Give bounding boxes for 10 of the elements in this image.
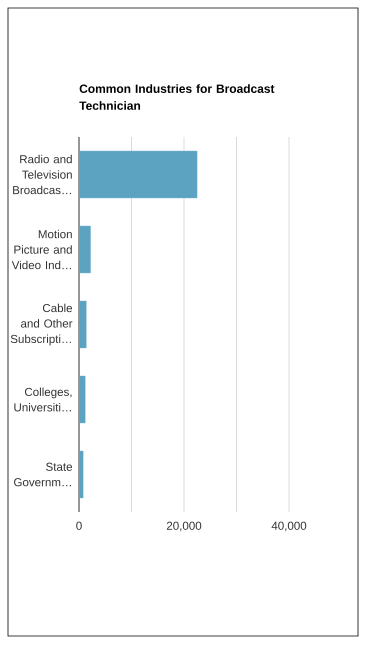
y-tick-label: State Governm… (14, 462, 72, 486)
y-tick-label: Motion Picture and Video Ind… (12, 230, 72, 270)
x-tick-label: 0 (76, 522, 82, 530)
bar (79, 150, 198, 198)
y-tick-label: Cable and Other Subscripti… (10, 304, 72, 346)
chart-title: Common Industries for Broadcast Technician (79, 84, 274, 110)
y-tick-label: Colleges, Universiti… (14, 388, 72, 412)
x-tick-label: 20,000 (166, 522, 202, 532)
x-tick-label: 40,000 (272, 522, 306, 532)
y-tick-label: Radio and Television Broadcas… (13, 154, 72, 194)
